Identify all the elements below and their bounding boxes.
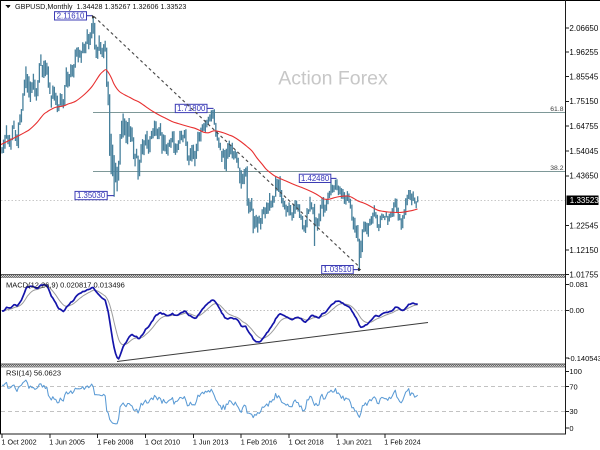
svg-text:1 Oct 2002: 1 Oct 2002 — [2, 437, 37, 446]
svg-text:0: 0 — [569, 424, 573, 433]
svg-text:1 Feb 2016: 1 Feb 2016 — [241, 437, 277, 446]
svg-text:1.03510: 1.03510 — [323, 265, 352, 274]
svg-text:1 Feb 2024: 1 Feb 2024 — [384, 437, 420, 446]
svg-text:1 Oct 2018: 1 Oct 2018 — [289, 437, 324, 446]
svg-text:1 Jun 2021: 1 Jun 2021 — [336, 437, 372, 446]
svg-text:70: 70 — [569, 382, 577, 391]
svg-text:0.081: 0.081 — [569, 280, 588, 289]
svg-text:38.2: 38.2 — [550, 165, 563, 172]
svg-text:1.85545: 1.85545 — [569, 72, 598, 81]
svg-text:1.75150: 1.75150 — [569, 97, 598, 106]
svg-text:1.33523: 1.33523 — [570, 196, 599, 205]
svg-text:1.12150: 1.12150 — [569, 246, 598, 255]
svg-text:1.01755: 1.01755 — [569, 270, 598, 279]
svg-text:1.64755: 1.64755 — [569, 122, 598, 131]
svg-text:2.06650: 2.06650 — [569, 24, 598, 33]
svg-text:61.8: 61.8 — [550, 106, 563, 113]
svg-text:GBPUSD,Monthly 1.34428 1.3526: GBPUSD,Monthly 1.34428 1.35267 1.32606 1… — [15, 2, 186, 11]
svg-text:RSI(14) 56.0623: RSI(14) 56.0623 — [6, 368, 61, 377]
svg-text:1.22545: 1.22545 — [569, 221, 598, 230]
svg-text:1 Jun 2005: 1 Jun 2005 — [49, 437, 85, 446]
svg-text:Action Forex: Action Forex — [278, 68, 388, 90]
svg-text:1.54045: 1.54045 — [569, 147, 598, 156]
svg-text:1.42480: 1.42480 — [301, 174, 330, 183]
svg-text:1 Jun 2013: 1 Jun 2013 — [193, 437, 229, 446]
svg-text:100: 100 — [569, 367, 582, 376]
svg-text:1.35030: 1.35030 — [77, 191, 106, 200]
svg-text:-0.140543: -0.140543 — [568, 354, 600, 363]
svg-text:30: 30 — [569, 407, 577, 416]
svg-text:1 Oct 2010: 1 Oct 2010 — [145, 437, 180, 446]
svg-text:MACD(12,26,9) 0.020817 0.01349: MACD(12,26,9) 0.020817 0.013496 — [6, 280, 125, 289]
svg-text:1.96255: 1.96255 — [569, 48, 598, 57]
svg-text:1 Feb 2008: 1 Feb 2008 — [97, 437, 133, 446]
svg-text:1.43650: 1.43650 — [569, 172, 598, 181]
svg-text:0.00: 0.00 — [569, 306, 584, 315]
svg-text:2.11610: 2.11610 — [57, 11, 85, 20]
